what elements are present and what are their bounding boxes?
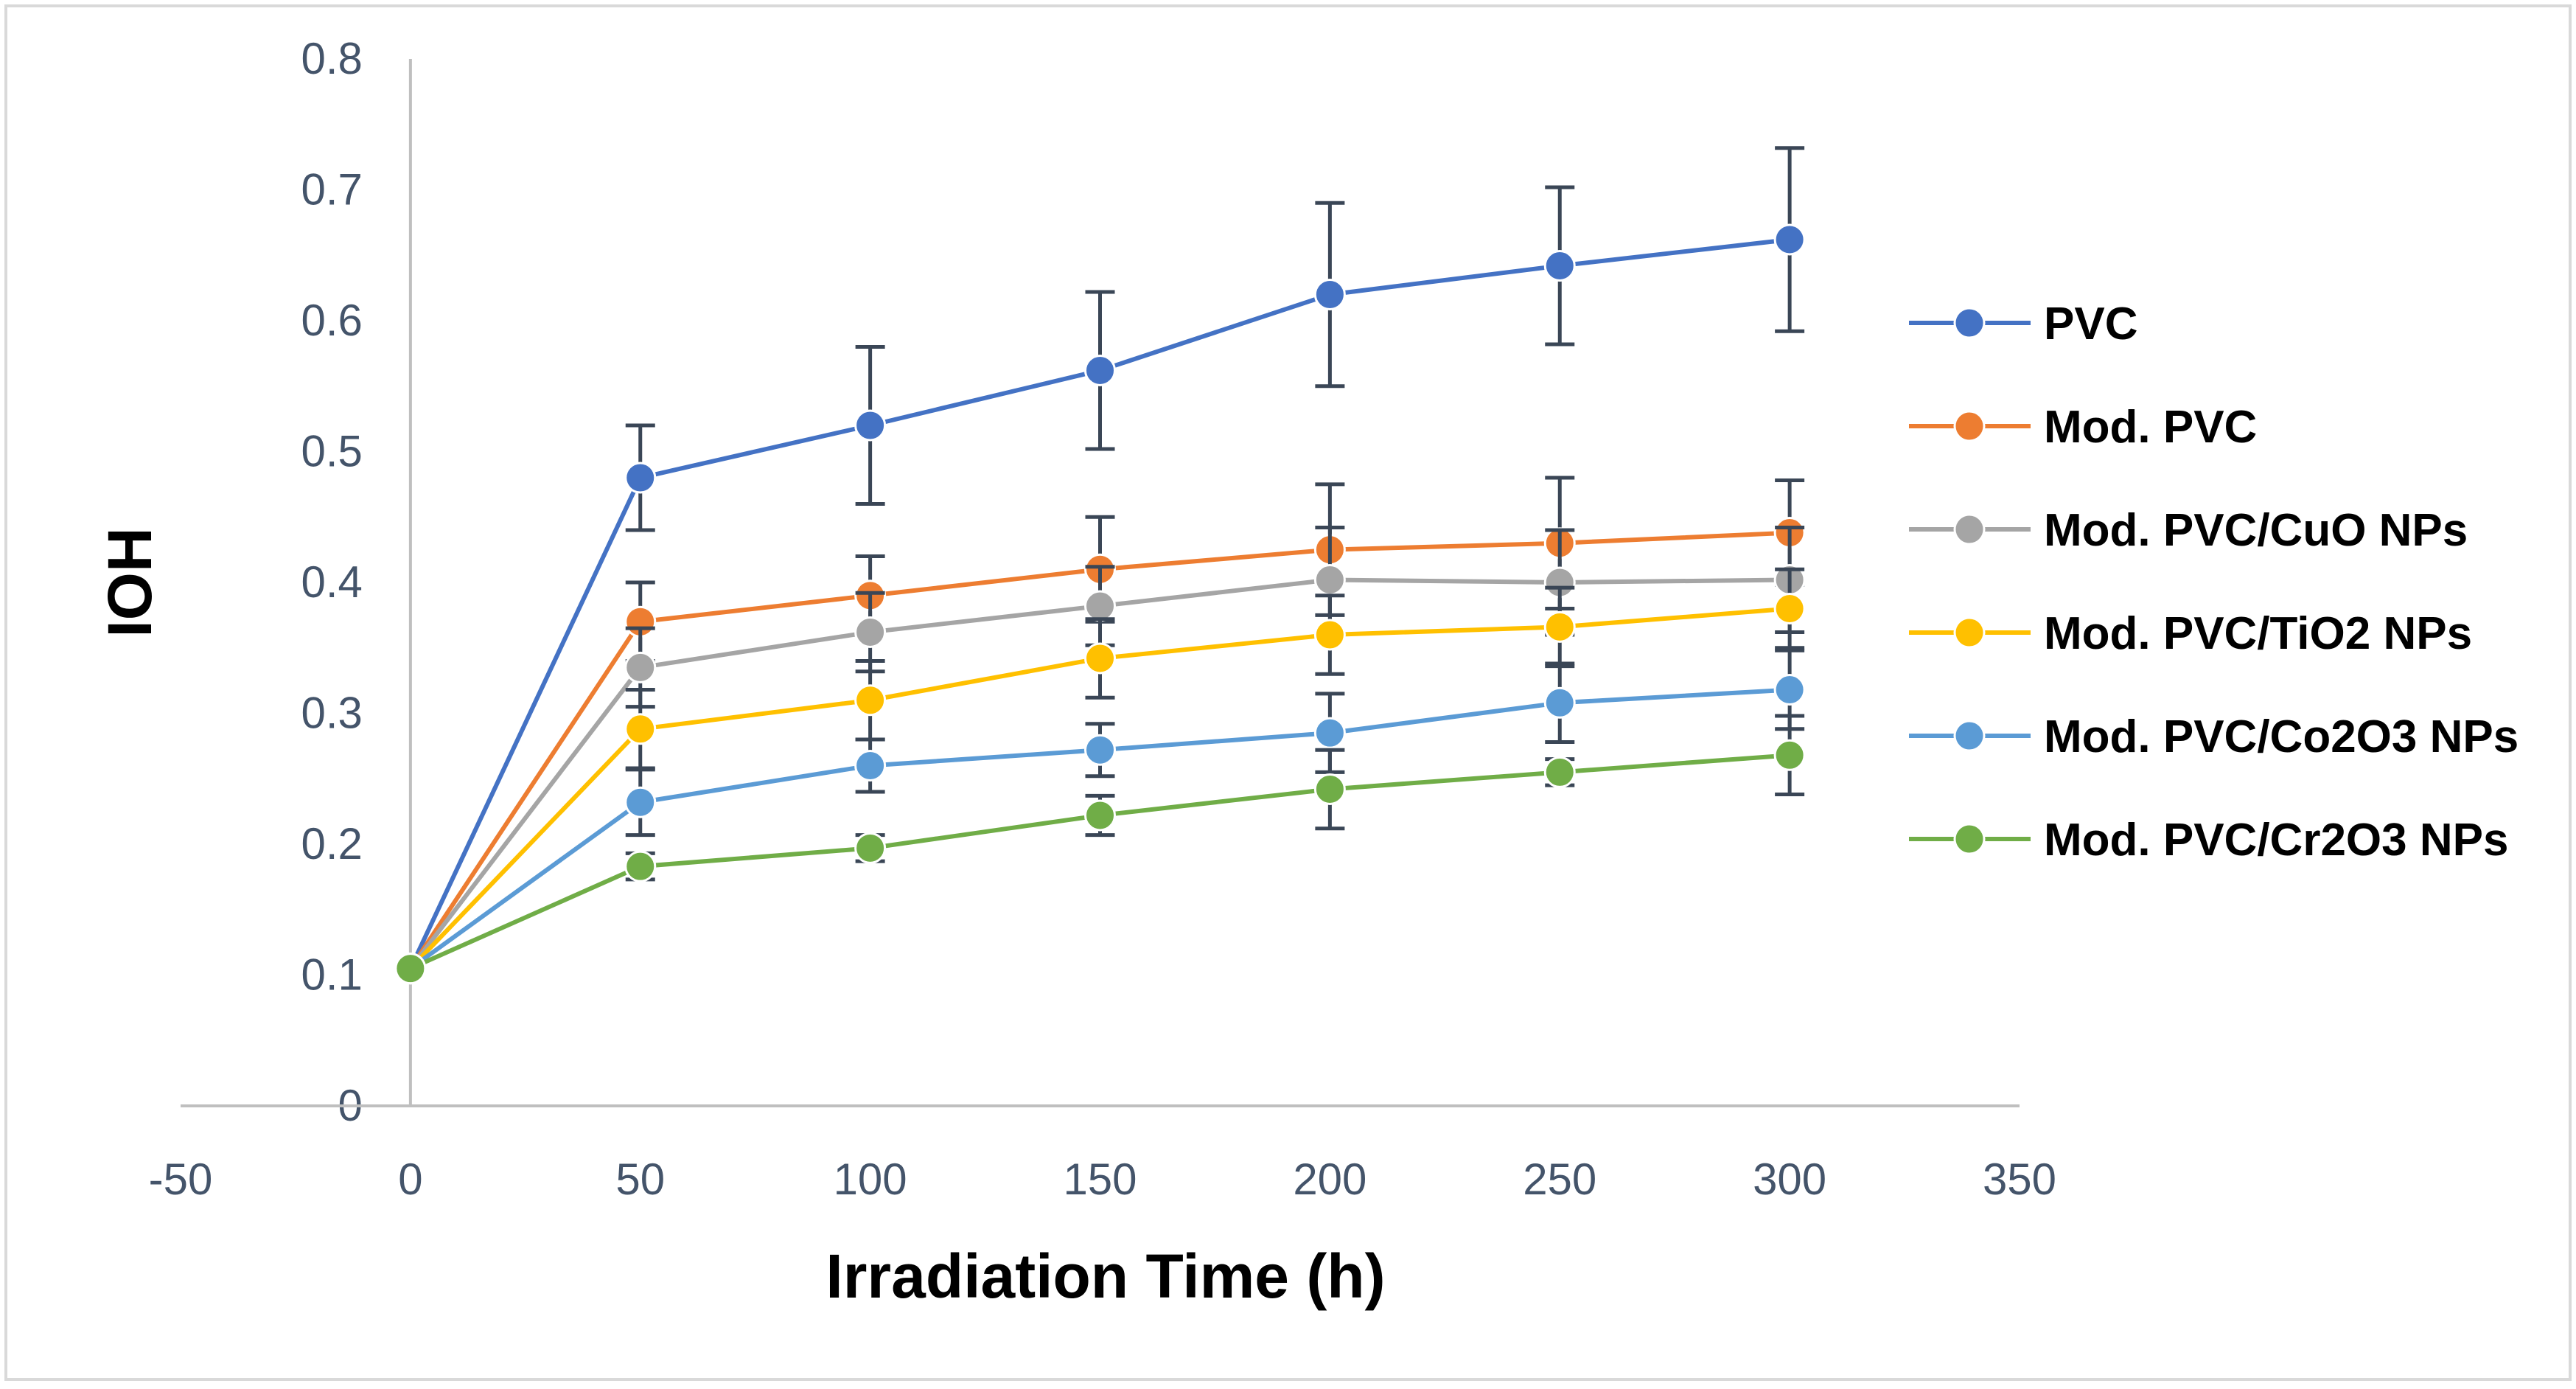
y-tick-label: 0.7 — [301, 165, 362, 215]
data-point — [1313, 279, 1346, 310]
chart-border — [4, 4, 2572, 1381]
legend-label: Mod. PVC — [2044, 402, 2257, 453]
x-tick-label: 0 — [398, 1155, 422, 1204]
legend-label: Mod. PVC/TiO2 NPs — [2044, 608, 2472, 659]
series-group — [394, 525, 1806, 985]
legend-label: PVC — [2044, 299, 2137, 349]
x-tick-label: 200 — [1293, 1155, 1366, 1204]
data-point — [1773, 674, 1806, 706]
legend-label: Mod. PVC/Co2O3 NPs — [2044, 711, 2519, 762]
y-tick-label: 0.6 — [301, 296, 362, 345]
data-point — [1313, 619, 1346, 651]
data-point — [854, 684, 887, 717]
series-group — [394, 146, 1806, 985]
data-point — [854, 616, 887, 648]
data-point — [1773, 593, 1806, 624]
y-tick-label: 0.3 — [301, 689, 362, 738]
data-point — [1543, 610, 1576, 643]
data-point — [1773, 739, 1806, 771]
legend: PVC Mod. PVC Mod. PVC/CuO NPs Mod. PVC/TiO2… — [1909, 299, 2519, 866]
y-tick-label: 0.2 — [301, 819, 362, 868]
data-point — [1084, 734, 1116, 766]
x-tick-label: 250 — [1523, 1155, 1596, 1204]
data-point — [1084, 590, 1116, 622]
data-point — [854, 750, 887, 781]
data-point — [624, 651, 657, 683]
data-point — [1084, 799, 1116, 832]
x-tick-label: 150 — [1063, 1155, 1137, 1204]
legend-label: Mod. PVC/Cr2O3 NPs — [2044, 815, 2508, 866]
legend-item: PVC — [1909, 299, 2137, 349]
x-tick-label: 300 — [1753, 1155, 1826, 1204]
x-axis-ticks: -50 0 50 100 150 200 250 300 350 — [149, 1155, 2056, 1204]
data-point — [624, 462, 657, 494]
x-tick-label: 350 — [1983, 1155, 2056, 1204]
data-point — [1313, 717, 1346, 749]
legend-item: Mod. PVC/CuO NPs — [1909, 505, 2468, 556]
x-tick-label: -50 — [149, 1155, 213, 1204]
legend-swatch-marker — [1953, 616, 1986, 649]
x-tick-label: 100 — [834, 1155, 907, 1204]
legend-item: Mod. PVC — [1909, 402, 2257, 453]
y-tick-label: 0.8 — [301, 34, 362, 83]
legend-swatch-marker — [1953, 513, 1986, 546]
legend-item: Mod. PVC/TiO2 NPs — [1909, 608, 2472, 659]
y-axis-title: IOH — [95, 527, 164, 637]
data-point — [1773, 223, 1806, 256]
y-axis-ticks: 00.10.20.30.40.50.60.70.8 — [301, 34, 362, 1130]
legend-swatch-marker — [1953, 410, 1986, 442]
data-point — [394, 953, 427, 985]
legend-label: Mod. PVC/CuO NPs — [2044, 505, 2468, 556]
y-tick-label: 0.4 — [301, 557, 362, 607]
data-point — [1543, 249, 1576, 282]
data-point — [624, 713, 657, 745]
data-point — [1313, 773, 1346, 805]
data-point — [1084, 354, 1116, 386]
legend-swatch-marker — [1953, 307, 1986, 339]
y-tick-label: 0.5 — [301, 427, 362, 476]
legend-swatch-marker — [1953, 823, 1986, 855]
y-tick-label: 0.1 — [301, 950, 362, 1000]
series-layer — [394, 146, 1806, 985]
data-point — [624, 850, 657, 883]
legend-item: Mod. PVC/Co2O3 NPs — [1909, 711, 2519, 762]
data-point — [1313, 563, 1346, 596]
series-group — [394, 714, 1806, 985]
data-point — [1543, 756, 1576, 788]
x-axis-title: Irradiation Time (h) — [825, 1242, 1385, 1311]
data-point — [624, 786, 657, 818]
data-point — [854, 832, 887, 864]
data-point — [1543, 686, 1576, 719]
data-point — [854, 409, 887, 442]
x-tick-label: 50 — [615, 1155, 665, 1204]
legend-item: Mod. PVC/Cr2O3 NPs — [1909, 815, 2508, 866]
series-group — [394, 567, 1806, 985]
data-point — [1084, 642, 1116, 675]
legend-swatch-marker — [1953, 720, 1986, 752]
